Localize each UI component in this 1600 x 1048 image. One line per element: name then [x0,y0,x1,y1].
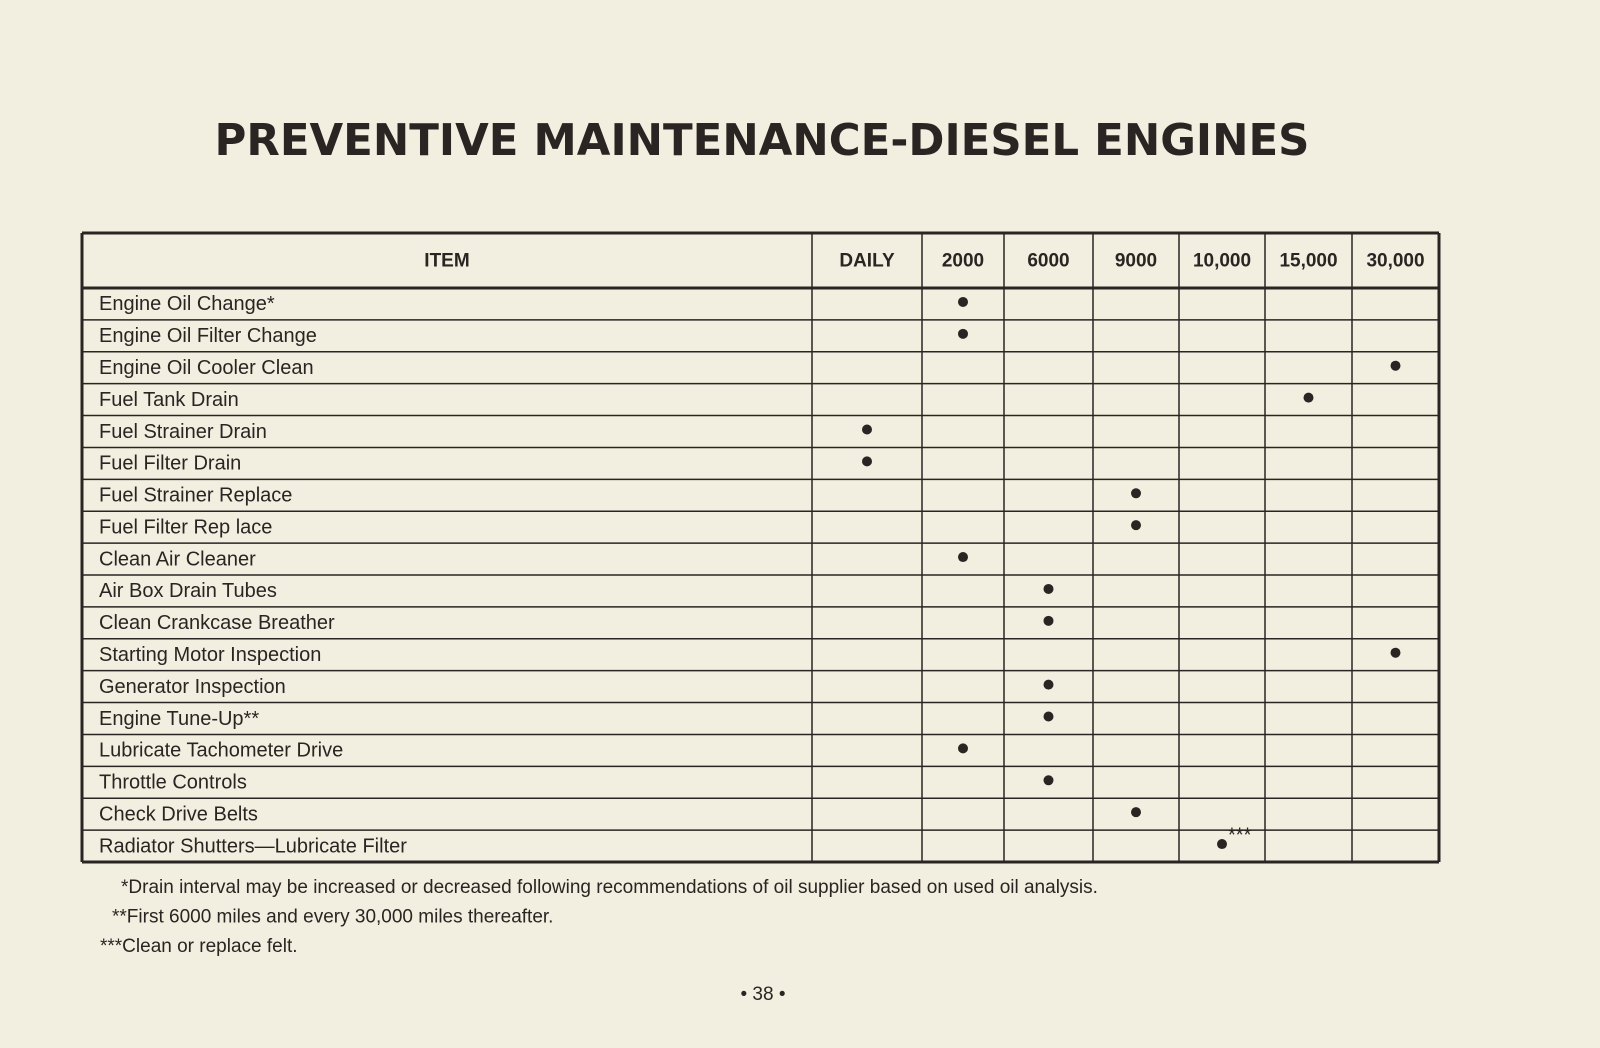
interval-dot [958,328,968,339]
item-label: Clean Air Cleaner [99,548,256,570]
item-label: Fuel Strainer Drain [99,421,267,443]
footnote: **First 6000 miles and every 30,000 mile… [112,907,553,928]
item-label: Generator Inspection [99,676,286,698]
column-header: 6000 [1027,251,1069,272]
item-label: Fuel Tank Drain [99,389,239,411]
item-label: Fuel Filter Drain [99,453,241,475]
interval-dot [862,424,872,435]
page-number-value: 38 [752,984,773,1005]
interval-dot [958,743,968,754]
item-label: Engine Oil Filter Change [99,325,317,347]
column-header: 9000 [1115,251,1157,272]
page-number: • 38 • [740,984,785,1005]
interval-dot [1390,360,1401,371]
interval-dot [1043,679,1054,690]
interval-dot [1217,839,1227,850]
interval-dot [1303,392,1314,403]
column-header: 10,000 [1193,251,1251,272]
interval-dot [1043,583,1054,594]
column-header: 2000 [942,251,984,272]
item-label: Clean Crankcase Breather [99,612,335,634]
interval-dot [1131,488,1141,499]
dot-note: *** [1228,824,1252,846]
page-title: PREVENTIVE MAINTENANCE-DIESEL ENGINES [215,115,1310,166]
footnote: *Drain interval may be increased or decr… [121,877,1098,898]
column-header: 30,000 [1366,251,1424,272]
column-header: ITEM [424,251,469,272]
item-label: Check Drive Belts [99,803,258,825]
item-label: Engine Tune-Up** [99,708,259,730]
item-label: Engine Oil Change* [99,293,275,315]
item-label: Throttle Controls [99,772,247,794]
column-header: 15,000 [1279,251,1337,272]
interval-dot [958,552,968,563]
interval-dot [1043,775,1054,786]
interval-dot [1131,520,1141,531]
item-label: Lubricate Tachometer Drive [99,740,343,762]
item-label: Air Box Drain Tubes [99,580,277,602]
interval-dot [1390,647,1401,658]
interval-dot [862,456,872,467]
item-label: Fuel Strainer Replace [99,485,292,507]
interval-dot [1131,807,1141,818]
footnote: ***Clean or replace felt. [100,936,298,957]
interval-dot [1043,711,1054,722]
item-label: Radiator Shutters—Lubricate Filter [99,835,407,857]
item-label: Fuel Filter Rep lace [99,516,272,538]
item-label: Engine Oil Cooler Clean [99,357,314,379]
item-label: Starting Motor Inspection [99,644,321,666]
interval-dot [1043,615,1054,626]
column-header: DAILY [839,251,895,272]
interval-dot [958,296,968,307]
